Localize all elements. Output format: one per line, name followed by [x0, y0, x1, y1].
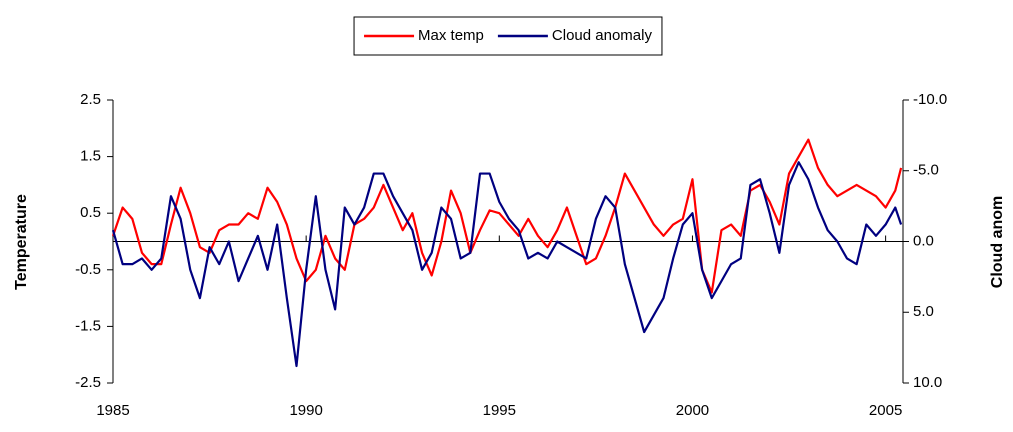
x-tick-label: 2005 — [869, 402, 902, 419]
y-tick-label: 2.5 — [80, 91, 101, 108]
y-tick-label: -2.5 — [75, 374, 101, 391]
legend-label: Cloud anomaly — [552, 27, 653, 44]
x-tick-label: 1990 — [289, 402, 322, 419]
x-tick-label: 1995 — [483, 402, 516, 419]
y2-tick-label: 10.0 — [913, 374, 942, 391]
y2-tick-label: -10.0 — [913, 91, 947, 108]
x-tick-label: 2000 — [676, 402, 709, 419]
y2-axis-title: Cloud anom — [989, 196, 1006, 288]
y2-tick-label: 5.0 — [913, 303, 934, 320]
series-line — [111, 161, 903, 368]
y-tick-label: -1.5 — [75, 317, 101, 334]
legend-label: Max temp — [418, 27, 484, 44]
y-tick-label: 0.5 — [80, 204, 101, 221]
y2-tick-label: -5.0 — [913, 162, 939, 179]
y-tick-label: 1.5 — [80, 148, 101, 165]
x-tick-label: 1985 — [96, 402, 129, 419]
y2-tick-label: 0.0 — [913, 232, 934, 249]
y-axis-title: Temperature — [13, 194, 30, 290]
series-line — [111, 138, 903, 294]
y-tick-label: -0.5 — [75, 261, 101, 278]
